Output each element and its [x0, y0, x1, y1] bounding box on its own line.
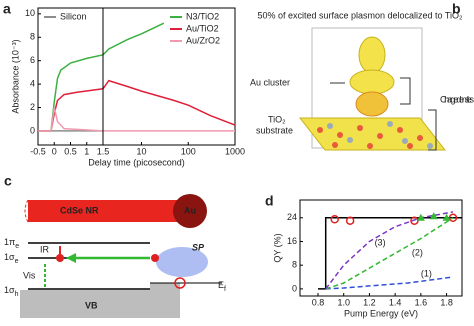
x-tick-label: 0.8	[312, 297, 325, 307]
text: b	[452, 1, 461, 17]
substrate-atoms	[317, 125, 423, 149]
label-sub: e	[15, 243, 19, 250]
text: 50% of excited surface plasmon delocaliz…	[257, 10, 463, 20]
text: Au cluster	[250, 77, 290, 87]
x-tick-label: 100	[181, 146, 196, 156]
x-tick-label: 10	[137, 146, 147, 156]
text: Vis	[23, 270, 36, 280]
legend-label: Au/TiO2	[186, 23, 219, 33]
level-label: 1πe	[4, 237, 19, 249]
rod	[28, 200, 178, 222]
electron	[56, 254, 64, 262]
text: VB	[85, 300, 98, 310]
plot-frame	[299, 199, 463, 297]
series-line	[325, 217, 454, 290]
text: substrate	[256, 125, 293, 135]
x-tick-label: 1000	[225, 146, 245, 156]
series-line	[38, 22, 165, 132]
text: SP	[192, 242, 205, 252]
y-axis-title: QY (%)	[272, 233, 282, 262]
label-main: 1σ	[4, 252, 15, 262]
x-tick-label: 0	[52, 146, 57, 156]
substrate-ti	[327, 121, 433, 149]
rod-end	[24, 199, 29, 223]
panel-label: d	[265, 193, 274, 209]
x-tick-label: 1.5	[97, 146, 110, 156]
x-tick-label: -0.5	[30, 146, 46, 156]
arrow-head	[66, 253, 76, 263]
au-sphere	[173, 194, 207, 228]
x-tick-label: 1.4	[389, 297, 402, 307]
au-density	[358, 36, 386, 74]
series-line	[318, 217, 462, 290]
x-axis-title: Pump Energy (eV)	[344, 308, 418, 318]
electron	[151, 254, 159, 262]
legend-label: N3/TiO2	[186, 11, 219, 21]
curve-label: (1)	[421, 268, 432, 278]
label-sub: e	[15, 258, 19, 265]
x-tick-label: 0.5	[64, 146, 77, 156]
bracket	[400, 77, 411, 105]
x-tick-label: 1.0	[337, 297, 350, 307]
label-main: 1σ	[4, 285, 15, 295]
text: IR	[40, 244, 50, 254]
y-axis-title: Absorbance (10⁻³)	[10, 39, 20, 113]
series-line	[38, 107, 235, 132]
y-tick-label: 8	[292, 260, 297, 270]
hole	[174, 277, 186, 289]
marker	[448, 213, 458, 223]
level-label: 1σh	[4, 285, 19, 297]
text: CdSe NR	[60, 205, 99, 215]
y-tick-label: 8	[30, 32, 35, 42]
curve-label: (2)	[412, 248, 423, 258]
x-tick-label: 1.2	[363, 297, 376, 307]
plot-frame	[37, 7, 236, 146]
marker	[330, 215, 339, 224]
text: c	[4, 173, 12, 189]
vb-box	[20, 290, 170, 318]
y-tick-label: 16	[287, 236, 297, 246]
y-tick-label: 0	[30, 125, 35, 135]
level-label: 1σe	[4, 252, 19, 264]
x-tick-label: 1	[84, 146, 89, 156]
au-density	[349, 69, 395, 95]
y-tick-label: 6	[30, 55, 35, 65]
label-main: 1π	[4, 237, 15, 247]
panel-label: a	[3, 1, 11, 17]
metal-band	[150, 283, 180, 318]
series-line	[38, 79, 236, 132]
marker	[429, 212, 438, 220]
marker	[442, 213, 451, 221]
y-tick-label: 4	[30, 78, 35, 88]
x-tick-label: 1.6	[415, 297, 428, 307]
text: TiO₂	[268, 114, 286, 124]
panel-c-art	[20, 194, 222, 318]
legend-label: Silicon	[60, 11, 87, 21]
series-line	[325, 211, 454, 290]
text: Au	[184, 205, 196, 215]
text: Charge densities	[440, 94, 474, 104]
legend-label: Au/ZrO2	[186, 35, 220, 45]
y-tick-label: 0	[292, 283, 297, 293]
marker	[416, 213, 425, 221]
y-tick-label: 2	[30, 102, 35, 112]
series-line	[325, 276, 454, 290]
y-tick-label: 24	[287, 212, 297, 222]
substrate-density	[298, 117, 447, 151]
panel-b-art	[298, 27, 447, 151]
curve-label: (3)	[375, 237, 386, 247]
y-tick-label: 10	[25, 8, 35, 18]
label-sub: h	[15, 291, 19, 298]
au-density	[355, 91, 389, 117]
x-tick-label: 1.8	[440, 297, 453, 307]
marker	[345, 216, 355, 225]
level-label: Ef	[218, 280, 226, 292]
sp-glow	[156, 247, 208, 277]
x-axis-title: Delay time (picosecond)	[88, 157, 185, 167]
label-sub: f	[224, 286, 226, 293]
bracket	[428, 109, 437, 151]
label-main: E	[218, 280, 224, 290]
